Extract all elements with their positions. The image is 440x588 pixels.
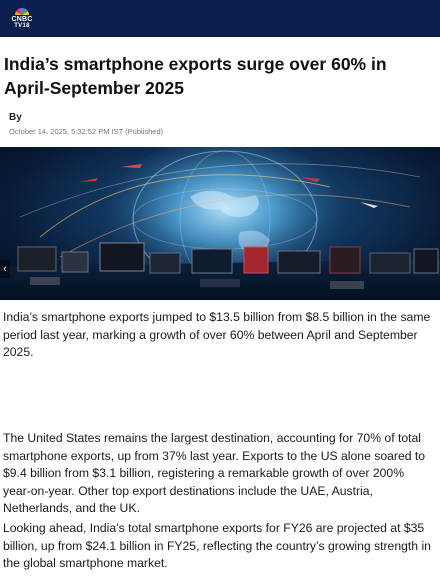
byline: By (9, 112, 22, 123)
article-paragraph-2: The United States remains the largest de… (3, 431, 426, 515)
logo-line2: TV18 (14, 22, 30, 29)
hero-image (0, 147, 440, 300)
site-header: CNBC TV18 (0, 0, 440, 37)
publish-date: October 14, 2025, 5:32:52 PM IST (Publis… (9, 127, 164, 136)
carousel-prev-button[interactable]: ‹ (0, 260, 10, 278)
globe-illustration (0, 147, 440, 300)
article-title: India’s smartphone exports surge over 60… (4, 54, 387, 98)
cnbc-tv18-logo[interactable]: CNBC TV18 (8, 6, 36, 30)
article-paragraph-1: India’s smartphone exports jumped to $13… (3, 310, 431, 359)
logo-line1: CNBC (11, 15, 33, 23)
peacock-icon (15, 7, 29, 15)
article-paragraph-3: Looking ahead, India’s total smartphone … (3, 521, 431, 570)
